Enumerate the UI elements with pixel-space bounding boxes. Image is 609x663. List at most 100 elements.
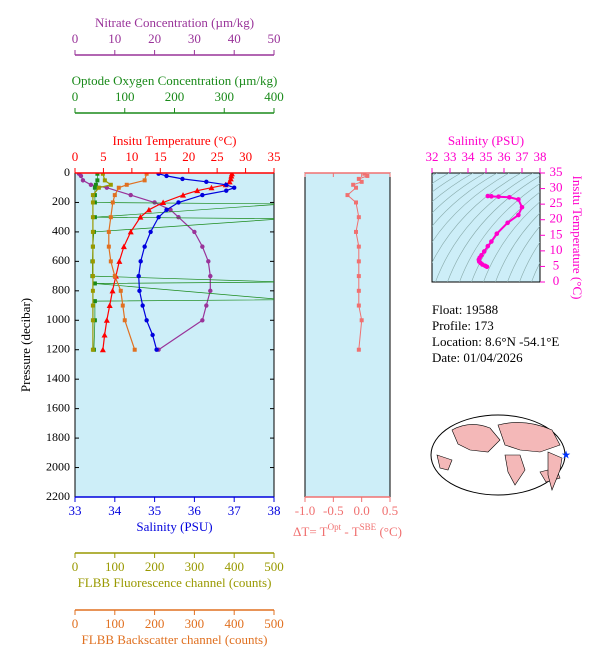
x-tick-label: 300 — [185, 559, 205, 574]
y-tick-label: 20 — [550, 211, 563, 226]
x-tick-label: 38 — [268, 503, 281, 518]
x-tick-label: 35 — [480, 149, 493, 164]
y-tick-label: 30 — [550, 180, 563, 195]
marker — [96, 185, 101, 190]
marker — [95, 178, 100, 183]
x-tick-label: 400 — [264, 89, 284, 104]
series-group — [76, 173, 286, 353]
x-tick-label: 200 — [145, 616, 165, 631]
x-tick-label: 0.0 — [354, 503, 370, 518]
y-tick-label: 5 — [553, 257, 560, 272]
marker — [206, 259, 211, 264]
x-tick-label: 100 — [115, 89, 135, 104]
x-axis-title-part: Opt — [328, 522, 342, 532]
y-tick-label: 0 — [64, 165, 70, 179]
info-location: Location: 8.6°N -54.1°E — [432, 334, 559, 349]
isopycnal — [432, 173, 522, 264]
marker — [138, 259, 143, 264]
x-axis-title: Salinity (PSU) — [136, 519, 212, 534]
marker — [200, 244, 205, 249]
x-tick-label: 10 — [125, 149, 138, 164]
marker — [120, 243, 127, 250]
x-tick-label: 0 — [72, 89, 79, 104]
marker — [156, 214, 161, 220]
marker — [356, 215, 361, 220]
marker — [224, 182, 229, 187]
marker — [124, 182, 129, 187]
x-tick-label: -0.5 — [323, 503, 344, 518]
ts-point — [507, 194, 512, 200]
isopycnal — [459, 183, 540, 282]
ts-point — [516, 197, 521, 202]
marker — [356, 274, 361, 279]
y-tick-label: 0 — [553, 273, 560, 288]
marker — [180, 192, 187, 198]
y-tick-label: 10 — [550, 242, 563, 257]
x-tick-label: -1.0 — [295, 503, 316, 518]
y-tick-label: 2200 — [46, 489, 70, 503]
info-profile: Profile: 173 — [432, 318, 494, 333]
x-tick-label: 36 — [498, 149, 512, 164]
y-tick-label: 1800 — [46, 430, 70, 444]
marker — [204, 179, 209, 185]
ts-point — [485, 193, 491, 199]
dt-plot-area — [304, 172, 391, 498]
marker — [108, 215, 113, 220]
marker — [116, 258, 123, 264]
x-tick-label: 33 — [444, 149, 457, 164]
marker — [90, 244, 95, 249]
x-axis-title: FLBB Fluorescence channel (counts) — [78, 575, 272, 590]
x-tick-label: 500 — [264, 559, 284, 574]
info: Float: 19588 Profile: 173 Location: 8.6°… — [432, 302, 559, 365]
x-tick-label: 50 — [268, 31, 281, 46]
marker — [200, 318, 205, 323]
ts-point — [496, 194, 501, 199]
marker — [93, 182, 98, 187]
world-map: ★ — [430, 414, 571, 496]
isopycnal — [432, 173, 498, 227]
info-float: Float: 19588 — [432, 302, 498, 317]
marker — [137, 288, 142, 294]
ts-point — [481, 249, 487, 254]
marker — [140, 303, 145, 308]
x-tick-label: 15 — [154, 149, 167, 164]
x-tick-label: 20 — [182, 149, 195, 164]
marker — [176, 214, 181, 220]
x-axis-title: Insitu Temperature (°C) — [113, 133, 237, 148]
x-tick-label: 20 — [148, 31, 161, 46]
x-axis-title-part: SBE — [360, 522, 377, 532]
x-tick-label: 200 — [165, 89, 185, 104]
y-tick-label: 200 — [52, 194, 70, 208]
x-axis-title: Optode Oxygen Concentration (µm/kg) — [72, 73, 278, 88]
x-tick-label: 0.5 — [382, 503, 398, 518]
marker — [95, 173, 100, 176]
x-tick-label: 34 — [108, 503, 122, 518]
x-tick-label: 10 — [108, 31, 121, 46]
marker — [101, 332, 108, 338]
marker — [90, 288, 95, 293]
x-tick-label: 30 — [239, 149, 252, 164]
marker — [132, 347, 137, 352]
marker — [110, 200, 115, 205]
isopycnal — [435, 173, 534, 282]
x-tick-label: 400 — [224, 616, 244, 631]
x-tick-label: 500 — [264, 616, 284, 631]
marker — [142, 244, 147, 249]
y-tick-label: 35 — [550, 164, 563, 179]
marker — [152, 200, 157, 205]
y-axis-title: Pressure (decibar) — [18, 298, 33, 392]
isopycnal — [432, 173, 486, 214]
marker — [112, 193, 117, 198]
ts-point — [519, 204, 525, 210]
x-tick-label: 37 — [516, 149, 530, 164]
marker — [90, 303, 95, 308]
x-axis-title: Nitrate Concentration (µm/kg) — [95, 15, 254, 30]
isopycnal — [495, 212, 540, 282]
marker — [90, 193, 95, 198]
x-tick-label: 0 — [72, 616, 79, 631]
y-tick-label: 400 — [52, 224, 70, 238]
marker — [282, 280, 286, 284]
series-group — [345, 173, 370, 352]
y-tick-label: 1000 — [46, 312, 70, 326]
marker — [106, 229, 111, 234]
